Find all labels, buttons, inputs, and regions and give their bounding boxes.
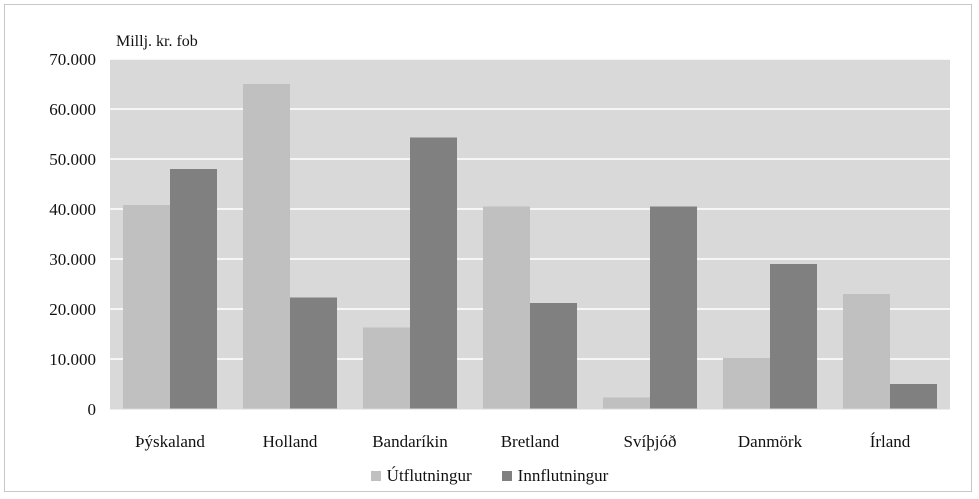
bar-import (410, 137, 457, 409)
y-tick-label: 20.000 (49, 300, 96, 319)
y-tick-label: 70.000 (49, 50, 96, 69)
bar-export (363, 327, 410, 409)
bar-import (770, 264, 817, 409)
y-tick-label: 0 (88, 400, 97, 419)
legend-label-export: Útflutningur (386, 466, 472, 485)
x-tick-label: Danmörk (738, 432, 803, 451)
y-tick-label: 60.000 (49, 100, 96, 119)
bar-export (123, 205, 170, 409)
legend-swatch-import (501, 471, 512, 481)
x-tick-label: Svíþjóð (624, 432, 677, 451)
y-tick-label: 10.000 (49, 350, 96, 369)
y-axis-ticks: 0 10.000 20.000 30.000 40.000 50.000 60.000 70.… (49, 50, 96, 419)
x-tick-label: Holland (263, 432, 318, 451)
bar-import (530, 303, 577, 409)
legend-item-import: Innflutningur (501, 466, 609, 486)
x-tick-label: Þýskaland (135, 432, 205, 451)
bar-import (170, 169, 217, 409)
legend-swatch-export (370, 471, 381, 481)
bar-import (650, 206, 697, 409)
bar-import (290, 297, 337, 409)
bar-export (843, 294, 890, 409)
y-tick-label: 30.000 (49, 250, 96, 269)
y-unit-label: Millj. kr. fob (116, 33, 198, 50)
x-axis-ticks: Þýskaland Holland Bandaríkin Bretland Svíþjó… (135, 432, 911, 451)
y-tick-label: 40.000 (49, 200, 96, 219)
x-tick-label: Írland (870, 432, 911, 451)
legend-item-export: Útflutningur (370, 466, 472, 486)
bar-export (723, 358, 770, 409)
x-tick-label: Bandaríkin (372, 432, 448, 451)
bar-import (890, 384, 937, 409)
legend-label-import: Innflutningur (517, 466, 609, 485)
bar-export (603, 397, 650, 409)
y-tick-label: 50.000 (49, 150, 96, 169)
x-tick-label: Bretland (501, 432, 560, 451)
legend: Útflutningur Innflutningur (0, 466, 979, 486)
bars (123, 84, 937, 409)
bar-export (243, 84, 290, 409)
bar-export (483, 206, 530, 409)
